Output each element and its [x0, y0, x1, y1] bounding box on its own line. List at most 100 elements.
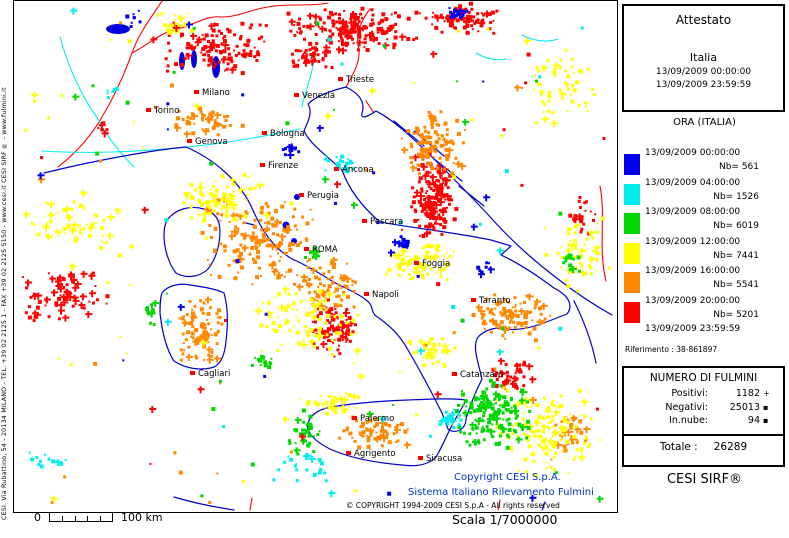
legend-entry: 13/09/2009 12:00:00 Nb= 7441 [620, 235, 789, 265]
legend-title: ORA (ITALIA) [673, 117, 736, 128]
counts-row-label: Negativi: [665, 401, 708, 413]
attestato-region: Italia [689, 51, 718, 64]
counts-box: NUMERO DI FULMINI Positivi: 1182 + Negativi… [622, 366, 785, 467]
city-label: Catanzaro [460, 370, 503, 380]
city-marker-icon [187, 139, 192, 143]
city-marker-icon [146, 108, 151, 112]
city-label: Torino [153, 106, 179, 116]
totale-value: 26289 [713, 441, 748, 453]
map-area: Torino Milano Venezia Trieste Genova Bologna F… [13, 0, 618, 513]
city-label: Bologna [270, 129, 305, 139]
legend-entry: 13/09/2009 08:00:00 Nb= 6019 [620, 205, 789, 235]
brand-text: CESI SIRF® [666, 472, 743, 487]
scale-distance-label: 100 km [121, 511, 163, 524]
counts-row: In.nube: 94 ▪ [624, 414, 783, 428]
river-lines [41, 34, 559, 168]
legend-time: 13/09/2009 20:00:00 [645, 295, 741, 306]
totale-separator [624, 434, 783, 436]
legend-time: 13/09/2009 08:00:00 [645, 207, 741, 217]
legend-count: Nb= 7441 [713, 250, 759, 261]
city-marker-icon [452, 372, 457, 376]
legend-entry: 13/09/2009 04:00:00 Nb= 1526 [620, 176, 789, 206]
scale-tick [74, 516, 76, 521]
scale-tick [87, 516, 89, 521]
counts-row: Positivi: 1182 + [624, 387, 783, 401]
scale-tick [99, 516, 101, 521]
legend-count: Nb= 5201 [713, 309, 759, 320]
map-watermark-line1: Copyright CESI S.p.A. [454, 472, 561, 483]
city-label: Perugia [307, 191, 339, 201]
city-label: Taranto [478, 296, 511, 306]
legend-count: Nb= 5541 [713, 280, 759, 290]
city-labels-layer: Torino Milano Venezia Trieste Genova Bologna F… [146, 75, 511, 464]
counts-row: Negativi: 25013 ▪ [624, 401, 783, 415]
scale-bar: 0 100 km [34, 511, 163, 524]
city-marker-icon [194, 90, 199, 94]
city-label: Firenze [268, 161, 298, 171]
attestato-box: Attestato Italia 13/09/2009 00:00:00 13/… [622, 4, 785, 112]
totale-row: Totale : 26289 [624, 441, 783, 453]
coastline [43, 86, 613, 511]
legend-color-swatch [624, 154, 640, 175]
riferimento-value: 38-861897 [676, 345, 718, 354]
legend-color-swatch [624, 272, 640, 293]
city-marker-icon [190, 371, 195, 375]
city-marker-icon [294, 93, 299, 97]
left-contact-text: CESI. Via Rubattino, 54 - 20134 MILANO -… [1, 87, 8, 520]
legend-color-swatch [624, 301, 640, 323]
legend-count: Nb= 1526 [713, 191, 759, 202]
legend-time: 13/09/2009 00:00:00 [645, 148, 741, 158]
city-label: Napoli [372, 290, 399, 300]
city-marker-icon [334, 167, 339, 171]
city-marker-icon [346, 451, 351, 455]
sidebar: Attestato Italia 13/09/2009 00:00:00 13/… [620, 0, 789, 538]
legend-color-swatch [624, 213, 640, 234]
legend-end-time: 13/09/2009 23:59:59 [645, 324, 741, 334]
counts-rows: Positivi: 1182 + Negativi: 25013 ▪ In.nube: 94 ▪ [624, 387, 783, 428]
city-label: Cagliari [198, 369, 230, 379]
city-label: Pescara [370, 217, 403, 227]
counts-row-label: Positivi: [671, 388, 708, 399]
legend-entry: 13/09/2009 20:00:00 Nb= 5201 [620, 294, 789, 324]
city-label: ROMA [312, 245, 338, 255]
counts-row-marker-icon: ▪ [763, 402, 769, 412]
city-marker-icon [364, 292, 369, 296]
city-label: Ancona [342, 165, 374, 175]
legend-count: Nb= 6019 [713, 221, 759, 231]
city-marker-icon [362, 219, 367, 223]
city-marker-icon [352, 416, 357, 420]
riferimento-label: Riferimento : [625, 345, 674, 354]
city-label: Genova [195, 137, 228, 147]
counts-row-marker-icon: ▪ [763, 416, 769, 425]
legend-color-swatch [624, 242, 640, 264]
city-marker-icon [414, 261, 419, 265]
city-marker-icon [418, 456, 423, 460]
legend-list: 13/09/2009 00:00:00 Nb= 561 13/09/2009 04:… [620, 146, 789, 323]
counts-title: NUMERO DI FULMINI [649, 372, 758, 384]
city-label: Siracusa [426, 454, 462, 464]
legend-entry: 13/09/2009 16:00:00 Nb= 5541 [620, 264, 789, 294]
city-label: Foggia [422, 259, 450, 269]
city-label: Agrigento [354, 449, 396, 459]
counts-row-value: 1182 [735, 388, 760, 399]
scale-ruler [49, 512, 113, 522]
city-marker-icon [299, 193, 304, 197]
totale-label: Totale : [659, 441, 698, 453]
city-label: Milano [202, 88, 230, 98]
attestato-date-end: 13/09/2009 23:59:59 [655, 80, 752, 90]
map-svg: Torino Milano Venezia Trieste Genova Bologna F… [21, 1, 613, 511]
lightning-dots-layer [21, 1, 611, 504]
counts-row-label: In.nube: [669, 415, 708, 426]
scale-text: Scala 1/7000000 [452, 512, 558, 527]
city-label: Trieste [345, 75, 374, 85]
city-marker-icon [471, 298, 476, 302]
city-marker-icon [304, 247, 309, 251]
attestato-title: Attestato [675, 13, 732, 27]
legend-time: 13/09/2009 04:00:00 [645, 177, 741, 188]
legend-count: Nb= 561 [718, 162, 759, 172]
footer-copyright: © COPYRIGHT 1994-2009 CESI S.p.A - All r… [346, 501, 560, 510]
scale-tick [62, 516, 64, 521]
city-marker-icon [262, 131, 267, 135]
counts-row-marker-icon: + [763, 389, 770, 398]
